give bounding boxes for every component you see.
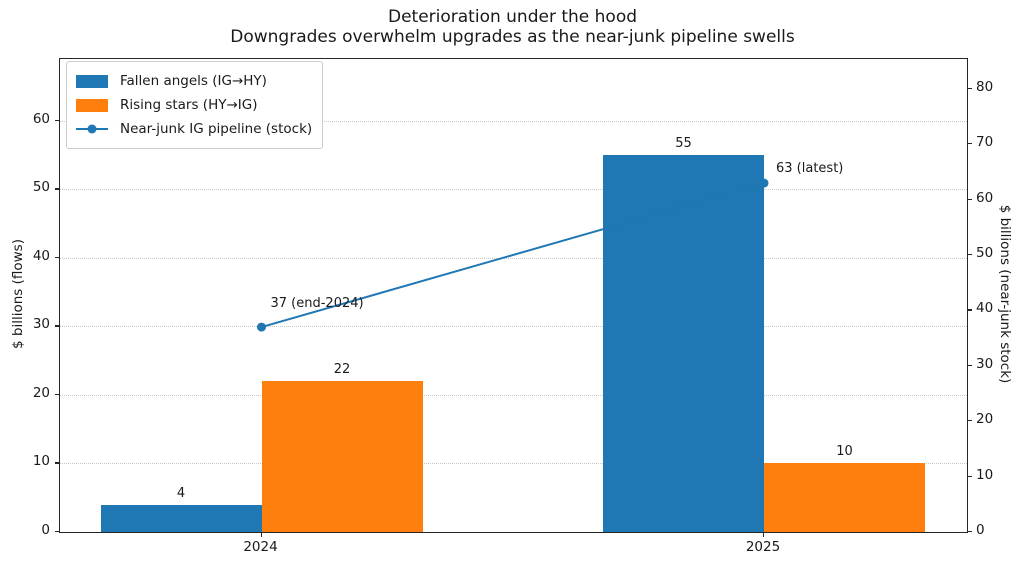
left-tick-label: 50 (32, 179, 50, 196)
chart-subtitle: Downgrades overwhelm upgrades as the nea… (230, 27, 795, 47)
line-point-annotation: 37 (end-2024) (270, 296, 364, 312)
gridline-y30 (60, 326, 967, 328)
chart-title: Deterioration under the hood (387, 7, 638, 27)
left-tick-mark (55, 393, 59, 396)
right-tick-label: 20 (976, 411, 994, 428)
bar-value-label: 55 (675, 136, 692, 152)
right-tick-mark (968, 198, 972, 200)
right-tick-mark (968, 87, 972, 90)
right-tick-mark (968, 254, 972, 256)
legend-item-pipeline: Near-junk IG pipeline (stock) (76, 117, 312, 141)
left-tick-label: 0 (41, 522, 50, 538)
legend-label: Fallen angels (IG→HY) (120, 73, 267, 89)
bar-value-label: 10 (836, 444, 853, 460)
right-axis-label: $ billions (near-junk stock) (997, 204, 1013, 384)
legend-item-rising-stars: Rising stars (HY→IG) (76, 93, 312, 117)
left-tick-label: 40 (32, 247, 50, 264)
gridline-y50 (60, 189, 967, 191)
bar-rising-stars-2024 (261, 381, 423, 532)
bar-value-label: 22 (333, 362, 351, 378)
left-tick-label: 30 (32, 316, 50, 333)
right-tick-label: 0 (976, 522, 985, 538)
x-tick-mark (260, 533, 262, 537)
gridline-y10 (60, 463, 967, 465)
left-tick-mark (55, 462, 59, 464)
gridline-y60 (60, 120, 967, 122)
right-tick-label: 50 (976, 245, 994, 262)
legend-label: Near-junk IG pipeline (stock) (120, 121, 313, 137)
bar-value-label: 4 (176, 485, 186, 501)
line-marker-icon (759, 178, 769, 188)
right-tick-label: 30 (976, 355, 994, 372)
line-marker-icon (257, 322, 266, 332)
right-tick-mark (968, 420, 972, 422)
pipeline-line-series (257, 178, 769, 332)
legend-item-fallen-angels: Fallen angels (IG→HY) (76, 69, 312, 93)
bar-fallen-angels-2025 (603, 155, 764, 532)
left-tick-label: 20 (32, 384, 50, 401)
x-tick-label: 2024 (243, 539, 278, 555)
right-tick-label: 80 (976, 78, 994, 95)
right-tick-mark (968, 531, 972, 533)
left-tick-mark (55, 188, 59, 190)
right-tick-label: 10 (976, 466, 994, 483)
left-tick-mark (55, 325, 59, 327)
right-tick-mark (968, 143, 972, 145)
gridline-y40 (60, 257, 967, 259)
right-tick-mark (968, 364, 972, 367)
fallen-angels-swatch-icon (76, 74, 108, 88)
chart-title-block: Deterioration under the hood Downgrades … (59, 7, 966, 47)
rising-stars-swatch-icon (76, 98, 108, 112)
x-tick-mark (763, 533, 765, 537)
right-tick-label: 70 (976, 134, 994, 151)
right-tick-label: 60 (976, 189, 994, 206)
left-tick-mark (55, 531, 59, 533)
gridline-y20 (60, 394, 967, 396)
legend-label: Rising stars (HY→IG) (120, 97, 258, 113)
x-tick-label: 2025 (745, 539, 781, 555)
bar-fallen-angels-2024 (100, 504, 262, 532)
right-tick-mark (968, 475, 972, 477)
bar-rising-stars-2025 (764, 463, 925, 532)
left-tick-label: 10 (32, 453, 50, 470)
legend: Fallen angels (IG→HY) Rising stars (HY→I… (66, 61, 324, 149)
pipeline-line-marker-icon (76, 123, 108, 136)
left-tick-label: 60 (32, 110, 50, 127)
left-tick-mark (55, 256, 59, 259)
right-tick-label: 40 (976, 300, 994, 317)
plot-area: 4 55 22 10 37 (end-2024) 63 (latest) Fallen … (59, 58, 968, 533)
line-point-annotation: 63 (latest) (776, 161, 844, 177)
right-tick-mark (968, 309, 972, 311)
left-tick-mark (55, 119, 59, 122)
